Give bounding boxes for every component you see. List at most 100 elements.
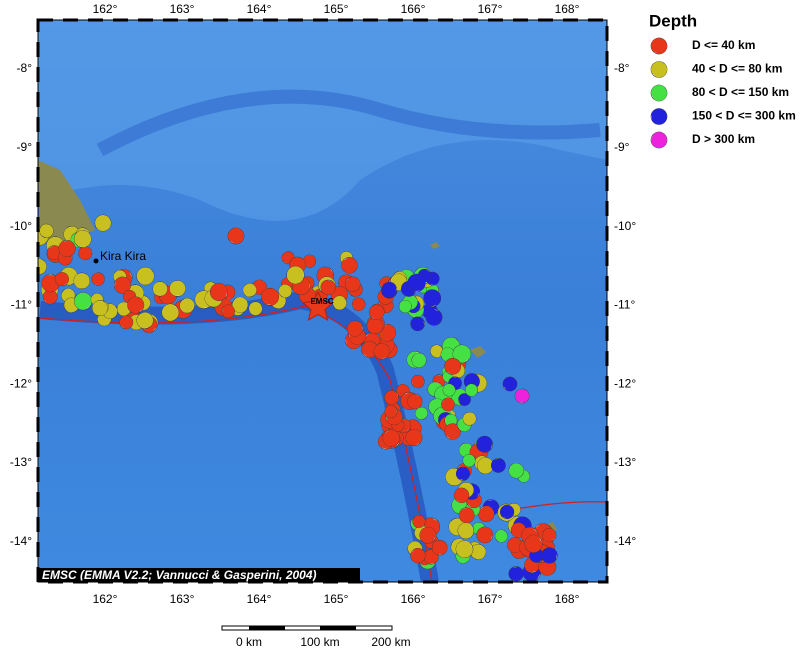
focal-mechanism — [452, 344, 472, 364]
scale-segment — [249, 626, 285, 630]
ball-quadrant — [261, 288, 279, 306]
ball-quadrant — [465, 384, 478, 397]
focal-mechanism — [455, 466, 470, 481]
lat-label: -12° — [10, 376, 32, 390]
emsc-star — [301, 290, 335, 322]
ball-quadrant — [476, 526, 493, 543]
legend-symbol — [650, 61, 668, 78]
ball-quadrant — [407, 274, 426, 292]
legend-label: D <= 40 km — [692, 38, 755, 52]
focal-mechanism — [78, 246, 93, 261]
ball-quadrant — [136, 312, 153, 329]
legend-label: 150 < D <= 300 km — [692, 109, 796, 123]
credit: EMSC (EMMA V2.2; Vannucci & Gasperini, 2… — [42, 568, 317, 582]
legend-symbol — [650, 84, 668, 102]
ball-quadrant — [463, 412, 476, 426]
map-border — [37, 19, 608, 583]
ball-quadrant — [515, 389, 530, 403]
focal-mechanism — [411, 374, 425, 389]
focal-mechanism — [278, 284, 292, 298]
ball-quadrant — [651, 37, 667, 55]
lon-label: 163° — [170, 592, 195, 606]
lon-label: 167° — [478, 2, 503, 16]
focal-mechanism — [345, 276, 361, 292]
legend-label: 40 < D <= 80 km — [692, 62, 782, 76]
ball-quadrant — [47, 245, 62, 260]
focal-mechanism — [286, 266, 305, 285]
focal-mechanism — [470, 543, 487, 560]
island — [38, 160, 95, 245]
focal-mechanism — [507, 537, 523, 553]
lat-label: -9° — [17, 140, 33, 154]
ball-quadrant — [92, 300, 108, 316]
scale-bar: 0 km 100 km 200 km — [221, 625, 411, 649]
ball-quadrant — [457, 522, 474, 539]
ball-quadrant — [55, 272, 69, 286]
axes: 162° 162° 163° 163° 164° 164° 165° 165° 166° 166°… — [10, 2, 637, 606]
lon-label: 165° — [324, 2, 349, 16]
legend-symbol — [650, 108, 668, 125]
focal-mechanism — [476, 526, 494, 544]
ball-quadrant — [441, 397, 455, 411]
legend-symbol — [650, 37, 668, 55]
focal-mechanism — [382, 429, 400, 447]
place-label: Kira Kira — [100, 249, 146, 263]
focal-mechanism — [54, 272, 69, 287]
focal-mechanism — [442, 383, 456, 397]
focal-mechanism — [494, 529, 508, 543]
ball-quadrant — [221, 305, 235, 318]
focal-mechanism — [458, 442, 474, 458]
focal-mechanism — [444, 423, 461, 440]
ball-quadrant — [419, 527, 436, 544]
focal-mechanism — [73, 272, 90, 290]
focal-mechanism — [136, 267, 155, 286]
ball-quadrant — [38, 258, 47, 275]
place-marker — [93, 258, 99, 264]
ball-quadrant — [524, 535, 543, 553]
lon-label: 166° — [401, 592, 426, 606]
focal-mechanism — [502, 376, 518, 392]
ball-quadrant — [459, 443, 473, 457]
ball-quadrant — [114, 277, 131, 294]
focal-mechanism — [431, 539, 448, 556]
legend-label: D > 300 km — [692, 132, 755, 146]
lon-label: 162° — [93, 592, 118, 606]
lat-label: -12° — [614, 376, 636, 390]
focal-mechanisms — [38, 214, 558, 582]
focal-mechanism — [419, 526, 437, 544]
ball-quadrant — [95, 214, 111, 232]
ball-quadrant — [407, 394, 423, 409]
ball-quadrant — [456, 540, 473, 558]
lat-label: -8° — [614, 61, 630, 75]
focal-mechanism — [407, 273, 426, 292]
focal-mechanism — [384, 405, 398, 418]
focal-mechanism — [430, 344, 444, 358]
ball-quadrant — [352, 297, 366, 311]
focal-mechanism — [91, 272, 105, 286]
focal-mechanism — [320, 279, 336, 295]
ball-quadrant — [347, 320, 363, 337]
ball-quadrant — [651, 108, 668, 125]
focal-mechanism — [221, 304, 235, 318]
ball-quadrant — [228, 228, 245, 244]
focal-mechanism — [352, 297, 366, 311]
ball-quadrant — [541, 547, 558, 564]
focal-mechanism — [384, 390, 399, 405]
ball-quadrant — [384, 405, 397, 418]
focal-mechanism — [508, 462, 524, 479]
focal-mechanism — [346, 320, 364, 337]
ball-quadrant — [78, 246, 92, 260]
lat-label: -14° — [614, 534, 636, 548]
plateau — [38, 20, 607, 221]
focal-mechanism — [332, 295, 347, 310]
star-label: EMSC — [310, 297, 333, 306]
focal-mechanism — [152, 281, 168, 297]
lat-label: -10° — [10, 219, 32, 233]
focal-mechanism — [42, 289, 58, 305]
ball-quadrant — [459, 507, 475, 523]
ball-quadrant — [39, 224, 54, 238]
lon-label: 163° — [170, 2, 195, 16]
ball-quadrant — [345, 276, 361, 292]
ball-quadrant — [361, 341, 378, 358]
focal-mechanism — [248, 301, 263, 316]
